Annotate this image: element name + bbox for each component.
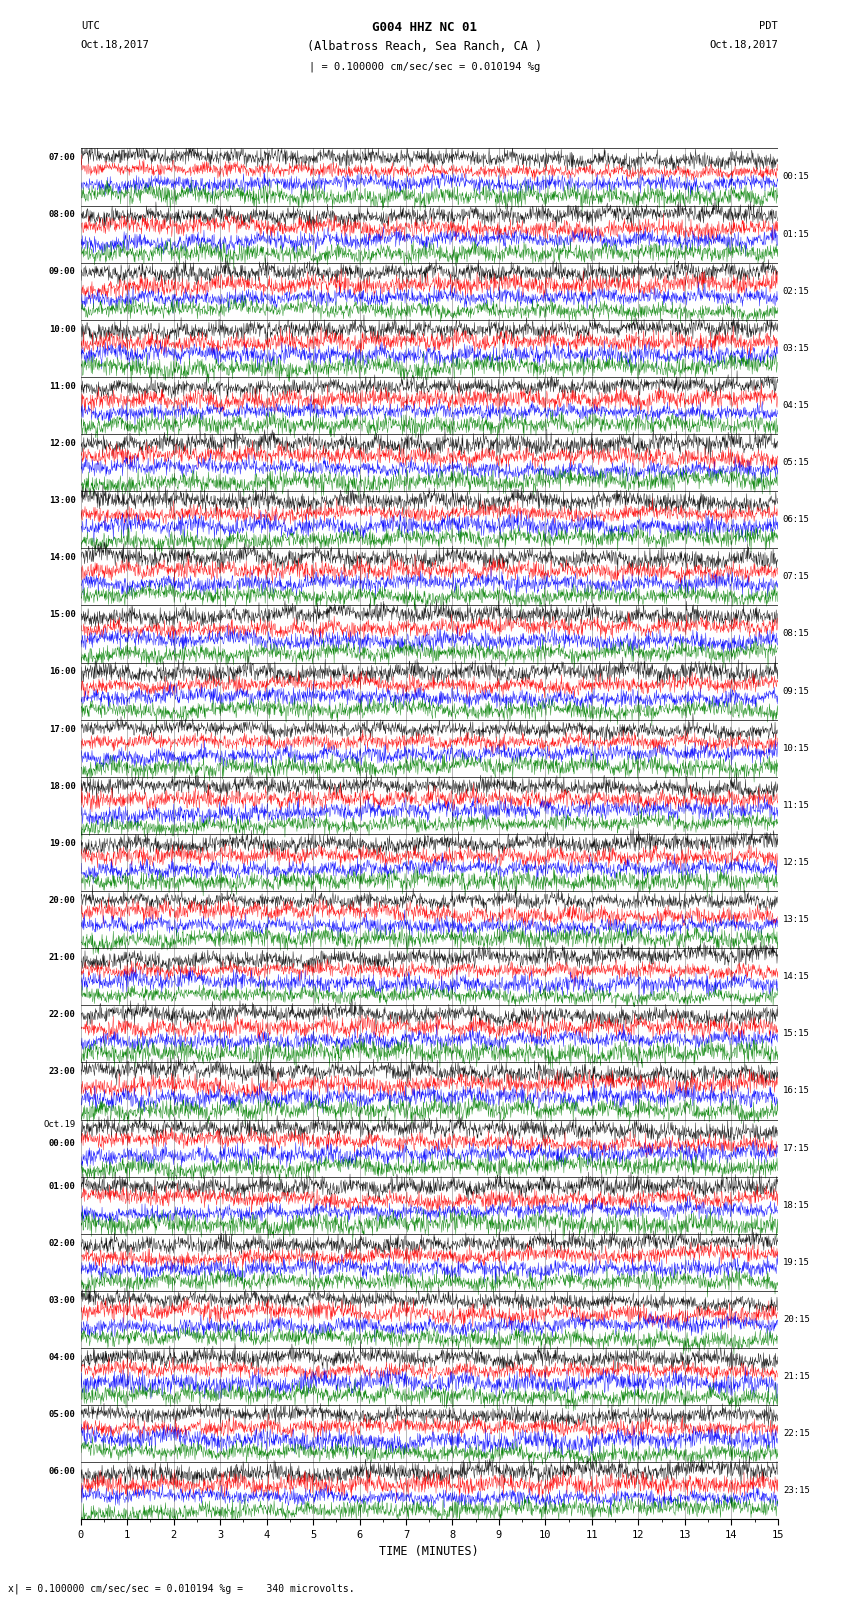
Text: Oct.18,2017: Oct.18,2017: [81, 40, 150, 50]
Text: 07:00: 07:00: [48, 153, 76, 163]
Text: x| = 0.100000 cm/sec/sec = 0.010194 %g =    340 microvolts.: x| = 0.100000 cm/sec/sec = 0.010194 %g =…: [8, 1582, 355, 1594]
Text: 19:00: 19:00: [48, 839, 76, 848]
Text: 03:00: 03:00: [48, 1295, 76, 1305]
Text: 08:00: 08:00: [48, 210, 76, 219]
Text: 02:00: 02:00: [48, 1239, 76, 1247]
Text: UTC: UTC: [81, 21, 99, 31]
Text: 04:00: 04:00: [48, 1353, 76, 1361]
Text: 14:15: 14:15: [783, 973, 810, 981]
Text: 19:15: 19:15: [783, 1258, 810, 1266]
Text: 11:00: 11:00: [48, 382, 76, 390]
Text: 09:15: 09:15: [783, 687, 810, 695]
Text: 23:00: 23:00: [48, 1068, 76, 1076]
Text: | = 0.100000 cm/sec/sec = 0.010194 %g: | = 0.100000 cm/sec/sec = 0.010194 %g: [309, 61, 541, 73]
Text: 16:15: 16:15: [783, 1087, 810, 1095]
Text: 16:00: 16:00: [48, 668, 76, 676]
Text: G004 HHZ NC 01: G004 HHZ NC 01: [372, 21, 478, 34]
Text: PDT: PDT: [759, 21, 778, 31]
Text: 10:00: 10:00: [48, 324, 76, 334]
Text: Oct.19: Oct.19: [43, 1119, 76, 1129]
Text: 14:00: 14:00: [48, 553, 76, 561]
Text: 18:15: 18:15: [783, 1200, 810, 1210]
Text: 15:15: 15:15: [783, 1029, 810, 1039]
Text: 05:15: 05:15: [783, 458, 810, 468]
Text: 20:00: 20:00: [48, 895, 76, 905]
Text: 05:00: 05:00: [48, 1410, 76, 1419]
Text: 15:00: 15:00: [48, 610, 76, 619]
Text: (Albatross Reach, Sea Ranch, CA ): (Albatross Reach, Sea Ranch, CA ): [308, 40, 542, 53]
Text: 13:00: 13:00: [48, 497, 76, 505]
Text: 17:15: 17:15: [783, 1144, 810, 1153]
Text: 06:15: 06:15: [783, 515, 810, 524]
Text: 11:15: 11:15: [783, 802, 810, 810]
Text: 17:00: 17:00: [48, 724, 76, 734]
Text: 03:15: 03:15: [783, 344, 810, 353]
Text: 23:15: 23:15: [783, 1487, 810, 1495]
Text: 00:00: 00:00: [48, 1139, 76, 1148]
X-axis label: TIME (MINUTES): TIME (MINUTES): [379, 1545, 479, 1558]
Text: 21:00: 21:00: [48, 953, 76, 961]
Text: 00:15: 00:15: [783, 173, 810, 181]
Text: 18:00: 18:00: [48, 782, 76, 790]
Text: 04:15: 04:15: [783, 402, 810, 410]
Text: 01:15: 01:15: [783, 229, 810, 239]
Text: 20:15: 20:15: [783, 1315, 810, 1324]
Text: 12:15: 12:15: [783, 858, 810, 866]
Text: 02:15: 02:15: [783, 287, 810, 295]
Text: 22:00: 22:00: [48, 1010, 76, 1019]
Text: 21:15: 21:15: [783, 1373, 810, 1381]
Text: 08:15: 08:15: [783, 629, 810, 639]
Text: Oct.18,2017: Oct.18,2017: [709, 40, 778, 50]
Text: 06:00: 06:00: [48, 1468, 76, 1476]
Text: 13:15: 13:15: [783, 915, 810, 924]
Text: 07:15: 07:15: [783, 573, 810, 581]
Text: 09:00: 09:00: [48, 268, 76, 276]
Text: 01:00: 01:00: [48, 1181, 76, 1190]
Text: 10:15: 10:15: [783, 744, 810, 753]
Text: 22:15: 22:15: [783, 1429, 810, 1439]
Text: 12:00: 12:00: [48, 439, 76, 448]
